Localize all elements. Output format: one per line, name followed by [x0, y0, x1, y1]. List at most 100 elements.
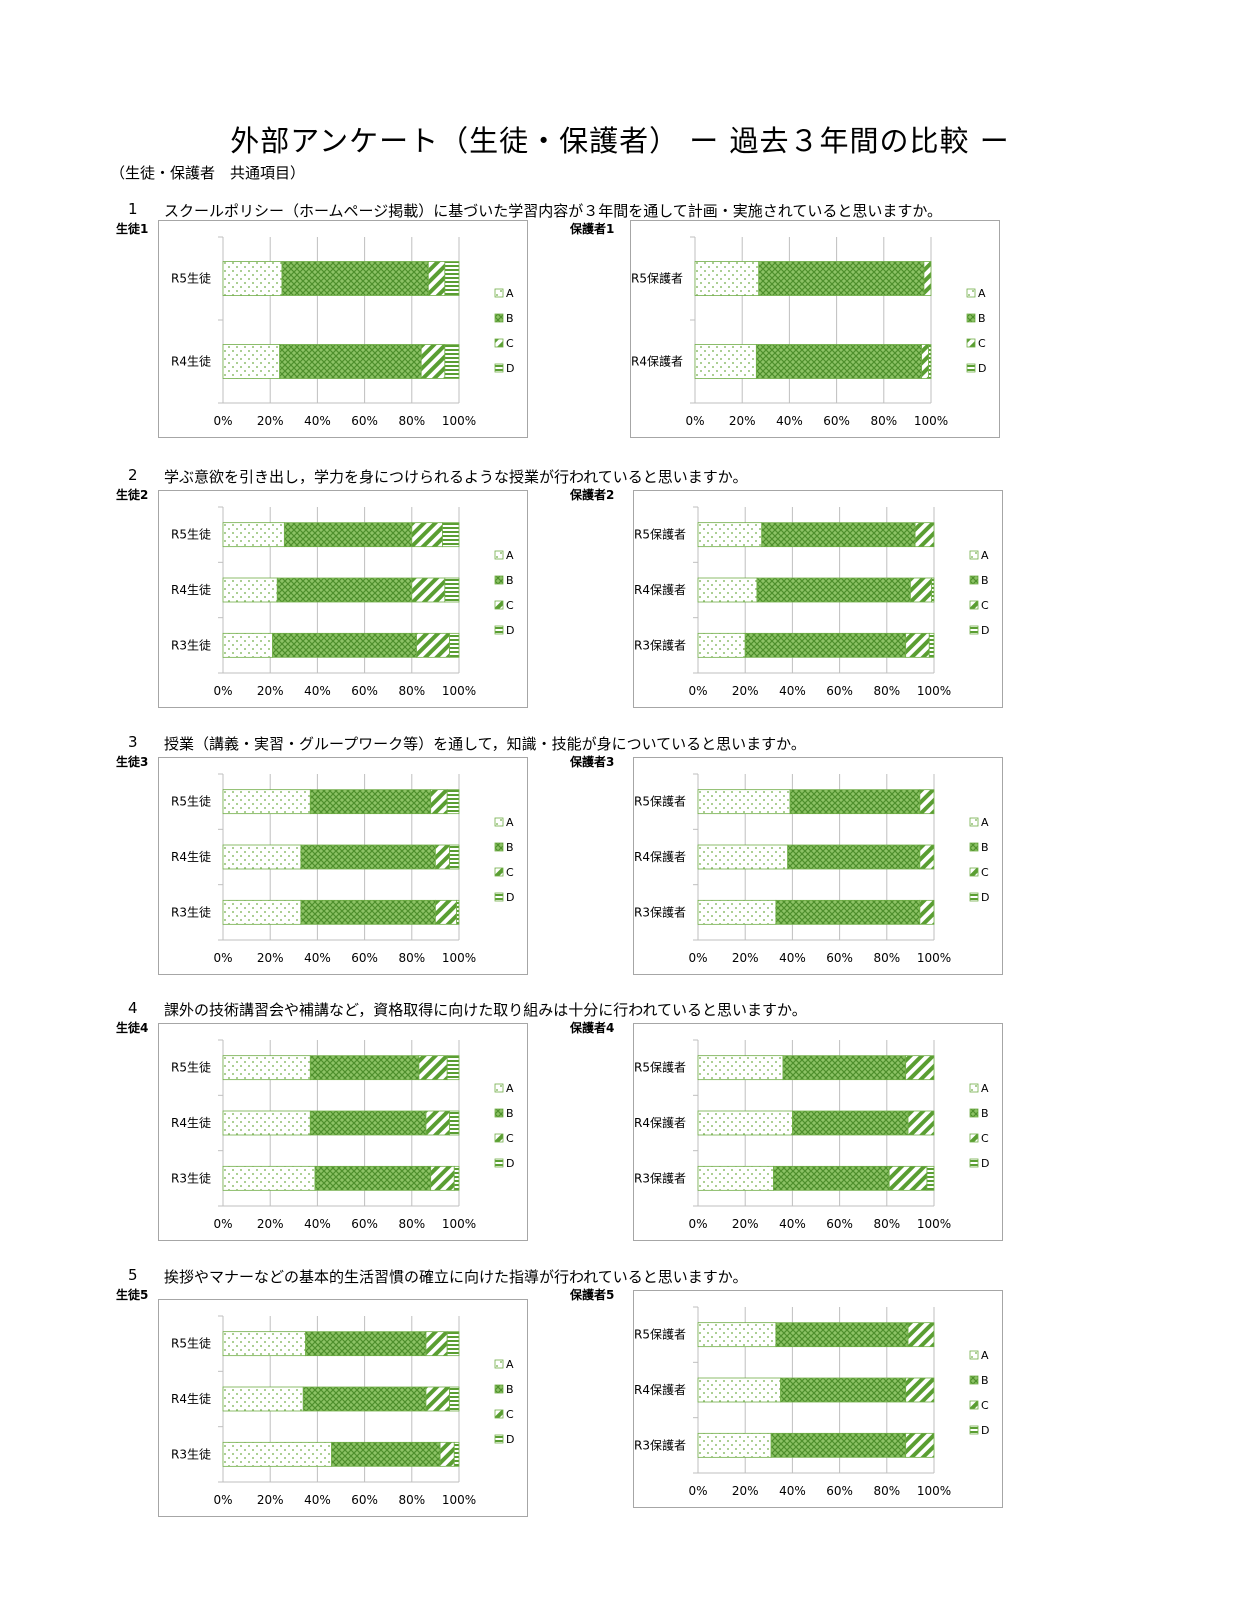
bar-segment-a: [222, 261, 283, 296]
legend-swatch-c: [969, 1133, 979, 1143]
x-tick-label: 100%: [917, 1217, 951, 1231]
x-tick-label: 80%: [398, 951, 425, 965]
x-tick-label: 40%: [776, 414, 803, 428]
legend-label: D: [981, 1157, 989, 1170]
x-tick-label: 40%: [304, 1493, 331, 1507]
x-tick-label: 20%: [732, 684, 759, 698]
legend-swatch-a: [969, 817, 979, 827]
x-tick-label: 100%: [442, 1493, 476, 1507]
category-label: R3生徒: [171, 905, 211, 919]
legend-swatch-b: [969, 1375, 979, 1385]
x-tick-label: 40%: [779, 684, 806, 698]
legend-label: B: [981, 841, 989, 854]
category-label: R3保護者: [634, 904, 686, 919]
x-tick-label: 100%: [442, 684, 476, 698]
legend-label: A: [981, 1349, 989, 1362]
bar-segment-b: [309, 1055, 420, 1081]
legend-label: B: [506, 1107, 514, 1120]
x-tick-label: 60%: [351, 684, 378, 698]
x-tick-label: 80%: [398, 414, 425, 428]
x-tick-label: 80%: [398, 1493, 425, 1507]
bar-segment-c: [919, 844, 935, 870]
bar-segment-a: [222, 899, 302, 925]
category-label: R4保護者: [634, 1115, 686, 1130]
bar-segment-c: [907, 1322, 935, 1348]
legend-label: A: [506, 549, 514, 562]
bar-segment-d: [449, 1386, 460, 1412]
bar-segment-b: [309, 1110, 427, 1136]
question-text-5: 挨拶やマナーなどの基本的生活習慣の確立に向けた指導が行われていると思いますか。: [164, 1268, 748, 1286]
x-tick-label: 0%: [213, 414, 232, 428]
bar-segment-c: [888, 1165, 928, 1191]
bar-segment-c: [418, 1055, 448, 1081]
bar-segment-c: [905, 1377, 935, 1403]
x-tick-label: 20%: [257, 1493, 284, 1507]
legend-swatch-c: [494, 338, 504, 348]
chart-student-3: 0% 20% 40% 60% 80% 100% R5生徒 R4生徒 R3生徒 A B C D: [158, 757, 528, 975]
bar-segment-a: [697, 844, 789, 870]
bar-segment-a: [697, 899, 777, 925]
category-label: R4生徒: [171, 355, 211, 369]
bar-segment-a: [697, 632, 746, 658]
chart-label-parent-1: 保護者1: [570, 222, 615, 236]
legend-swatch-b: [494, 575, 504, 585]
legend-label: A: [506, 1358, 514, 1371]
x-tick-label: 40%: [304, 1217, 331, 1231]
category-label: R4保護者: [634, 1382, 686, 1397]
legend-label: D: [506, 362, 514, 375]
legend-swatch-c: [969, 600, 979, 610]
bar-segment-b: [775, 1322, 909, 1348]
bar-segment-a: [697, 1165, 774, 1191]
legend-swatch-b: [966, 313, 976, 323]
legend-swatch-c: [494, 1133, 504, 1143]
legend-swatch-a: [969, 550, 979, 560]
bar-segment-c: [907, 1110, 935, 1136]
bar-segment-c: [416, 632, 450, 658]
bar-segment-b: [305, 1331, 427, 1357]
x-tick-label: 80%: [873, 1217, 900, 1231]
legend-label: D: [981, 891, 989, 904]
x-tick-label: 20%: [729, 414, 756, 428]
x-tick-label: 80%: [873, 951, 900, 965]
legend-label: B: [506, 841, 514, 854]
x-tick-label: 0%: [213, 1217, 232, 1231]
bar-segment-c: [919, 789, 935, 815]
bar-segment-d: [444, 261, 460, 296]
x-tick-label: 0%: [213, 1493, 232, 1507]
bar-segment-a: [222, 632, 273, 658]
category-label: R4生徒: [171, 850, 211, 864]
legend-swatch-c: [969, 867, 979, 877]
x-tick-label: 100%: [442, 1217, 476, 1231]
bar-segment-d: [444, 577, 460, 603]
legend-swatch-d: [969, 625, 979, 635]
x-tick-label: 60%: [351, 1217, 378, 1231]
category-label: R5生徒: [171, 1337, 211, 1351]
question-number-5: 5: [128, 1266, 138, 1284]
category-label: R4保護者: [634, 582, 686, 597]
x-tick-label: 60%: [823, 414, 850, 428]
bar-segment-a: [222, 789, 311, 815]
bar-segment-a: [694, 261, 760, 296]
x-tick-label: 0%: [213, 951, 232, 965]
bar-segment-b: [283, 522, 413, 548]
legend-swatch-d: [494, 892, 504, 902]
bar-segment-d: [449, 1110, 460, 1136]
bar-segment-c: [425, 1331, 448, 1357]
bar-segment-d: [456, 899, 460, 925]
bar-segment-d: [442, 522, 460, 548]
bar-segment-a: [222, 1331, 306, 1357]
legend-swatch-b: [494, 1108, 504, 1118]
legend-label: D: [506, 891, 514, 904]
chart-label-student-5: 生徒5: [116, 1288, 149, 1302]
x-tick-label: 0%: [688, 951, 707, 965]
legend-label: B: [981, 1374, 989, 1387]
bar-segment-c: [411, 522, 443, 548]
x-tick-label: 100%: [442, 951, 476, 965]
bar-segment-d: [453, 1441, 460, 1467]
category-label: R3生徒: [171, 1447, 211, 1461]
bar-segment-a: [694, 344, 757, 379]
legend-swatch-a: [494, 817, 504, 827]
legend-label: C: [506, 1132, 514, 1145]
bar-segment-b: [775, 899, 921, 925]
legend-label: C: [981, 866, 989, 879]
